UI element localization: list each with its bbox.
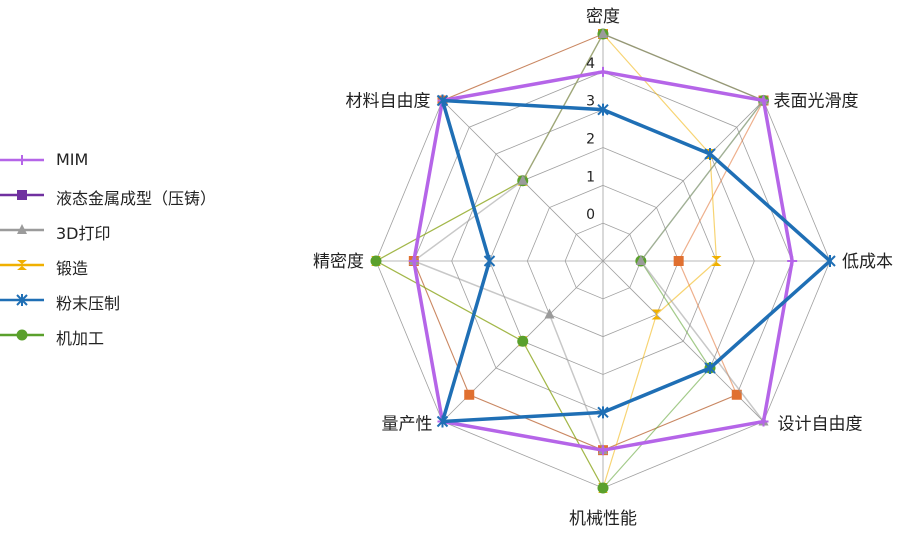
legend-item: 粉末压制 <box>0 285 260 320</box>
data-point <box>711 256 722 266</box>
legend-label: 机加工 <box>56 329 105 348</box>
data-point <box>635 255 646 265</box>
axis-label: 密度 <box>586 7 620 27</box>
data-point <box>824 255 836 267</box>
tick-label: 1 <box>586 169 595 185</box>
legend-item: 液态金属成型（压铸） <box>0 180 260 215</box>
data-point <box>370 255 382 267</box>
data-point <box>598 66 608 77</box>
hourglass-icon <box>17 260 27 270</box>
tick-label: 3 <box>586 94 595 110</box>
legend-label: 液态金属成型（压铸） <box>56 189 217 208</box>
data-point <box>464 389 475 400</box>
legend-item: 机加工 <box>0 320 260 355</box>
legend-swatch <box>0 155 44 165</box>
legend-label: 粉末压制 <box>56 294 121 313</box>
circle-icon <box>16 329 28 341</box>
data-point <box>787 256 798 266</box>
legend-swatch <box>0 224 44 234</box>
legend-swatch <box>0 329 44 341</box>
star-icon <box>16 294 28 306</box>
data-point <box>408 256 419 266</box>
axis-label: 精密度 <box>313 252 364 272</box>
data-point <box>598 445 608 456</box>
legend-label: 锻造 <box>56 259 89 278</box>
axis-label: 机械性能 <box>569 509 637 529</box>
axis-label: 量产性 <box>381 415 432 435</box>
tick-label: 2 <box>586 132 595 148</box>
legend-item: 3D打印 <box>0 215 260 250</box>
axis-label: 设计自由度 <box>778 415 863 435</box>
data-point <box>704 362 716 375</box>
data-point <box>483 255 496 267</box>
legend-item: 锻造 <box>0 250 260 285</box>
data-point <box>597 406 609 419</box>
series-layer <box>370 28 836 494</box>
data-point <box>436 415 449 428</box>
tick-label: 4 <box>586 56 595 72</box>
tick-label: 0 <box>586 207 595 223</box>
legend-swatch <box>0 260 44 270</box>
data-point <box>731 389 742 400</box>
plus-icon <box>17 155 27 165</box>
legend-item: MIM <box>0 145 260 180</box>
legend-swatch <box>0 294 44 306</box>
series-4 <box>436 94 836 428</box>
data-point <box>704 147 716 160</box>
axis-label: 低成本 <box>842 252 893 272</box>
data-point <box>544 308 555 319</box>
axis-label: 材料自由度 <box>345 91 430 111</box>
data-point <box>436 94 449 107</box>
axis-label: 表面光滑度 <box>774 91 859 111</box>
data-point <box>517 335 529 347</box>
tick-labels: 0 1 2 3 4 <box>586 56 595 223</box>
grid-spoke <box>602 100 764 262</box>
data-point <box>598 28 608 38</box>
data-point <box>758 95 769 106</box>
data-point <box>758 416 769 427</box>
data-point <box>651 309 662 320</box>
triangle-icon <box>17 224 27 234</box>
data-point <box>673 256 684 266</box>
legend-label: 3D打印 <box>56 224 111 243</box>
data-point <box>517 174 528 185</box>
data-point <box>597 103 609 116</box>
legend: MIM 液态金属成型（压铸） 3D打印锻造粉末压制机加工 <box>0 145 260 355</box>
legend-swatch <box>0 190 44 200</box>
legend-label: MIM <box>56 150 89 169</box>
square-icon <box>17 190 27 200</box>
data-point <box>597 482 609 494</box>
